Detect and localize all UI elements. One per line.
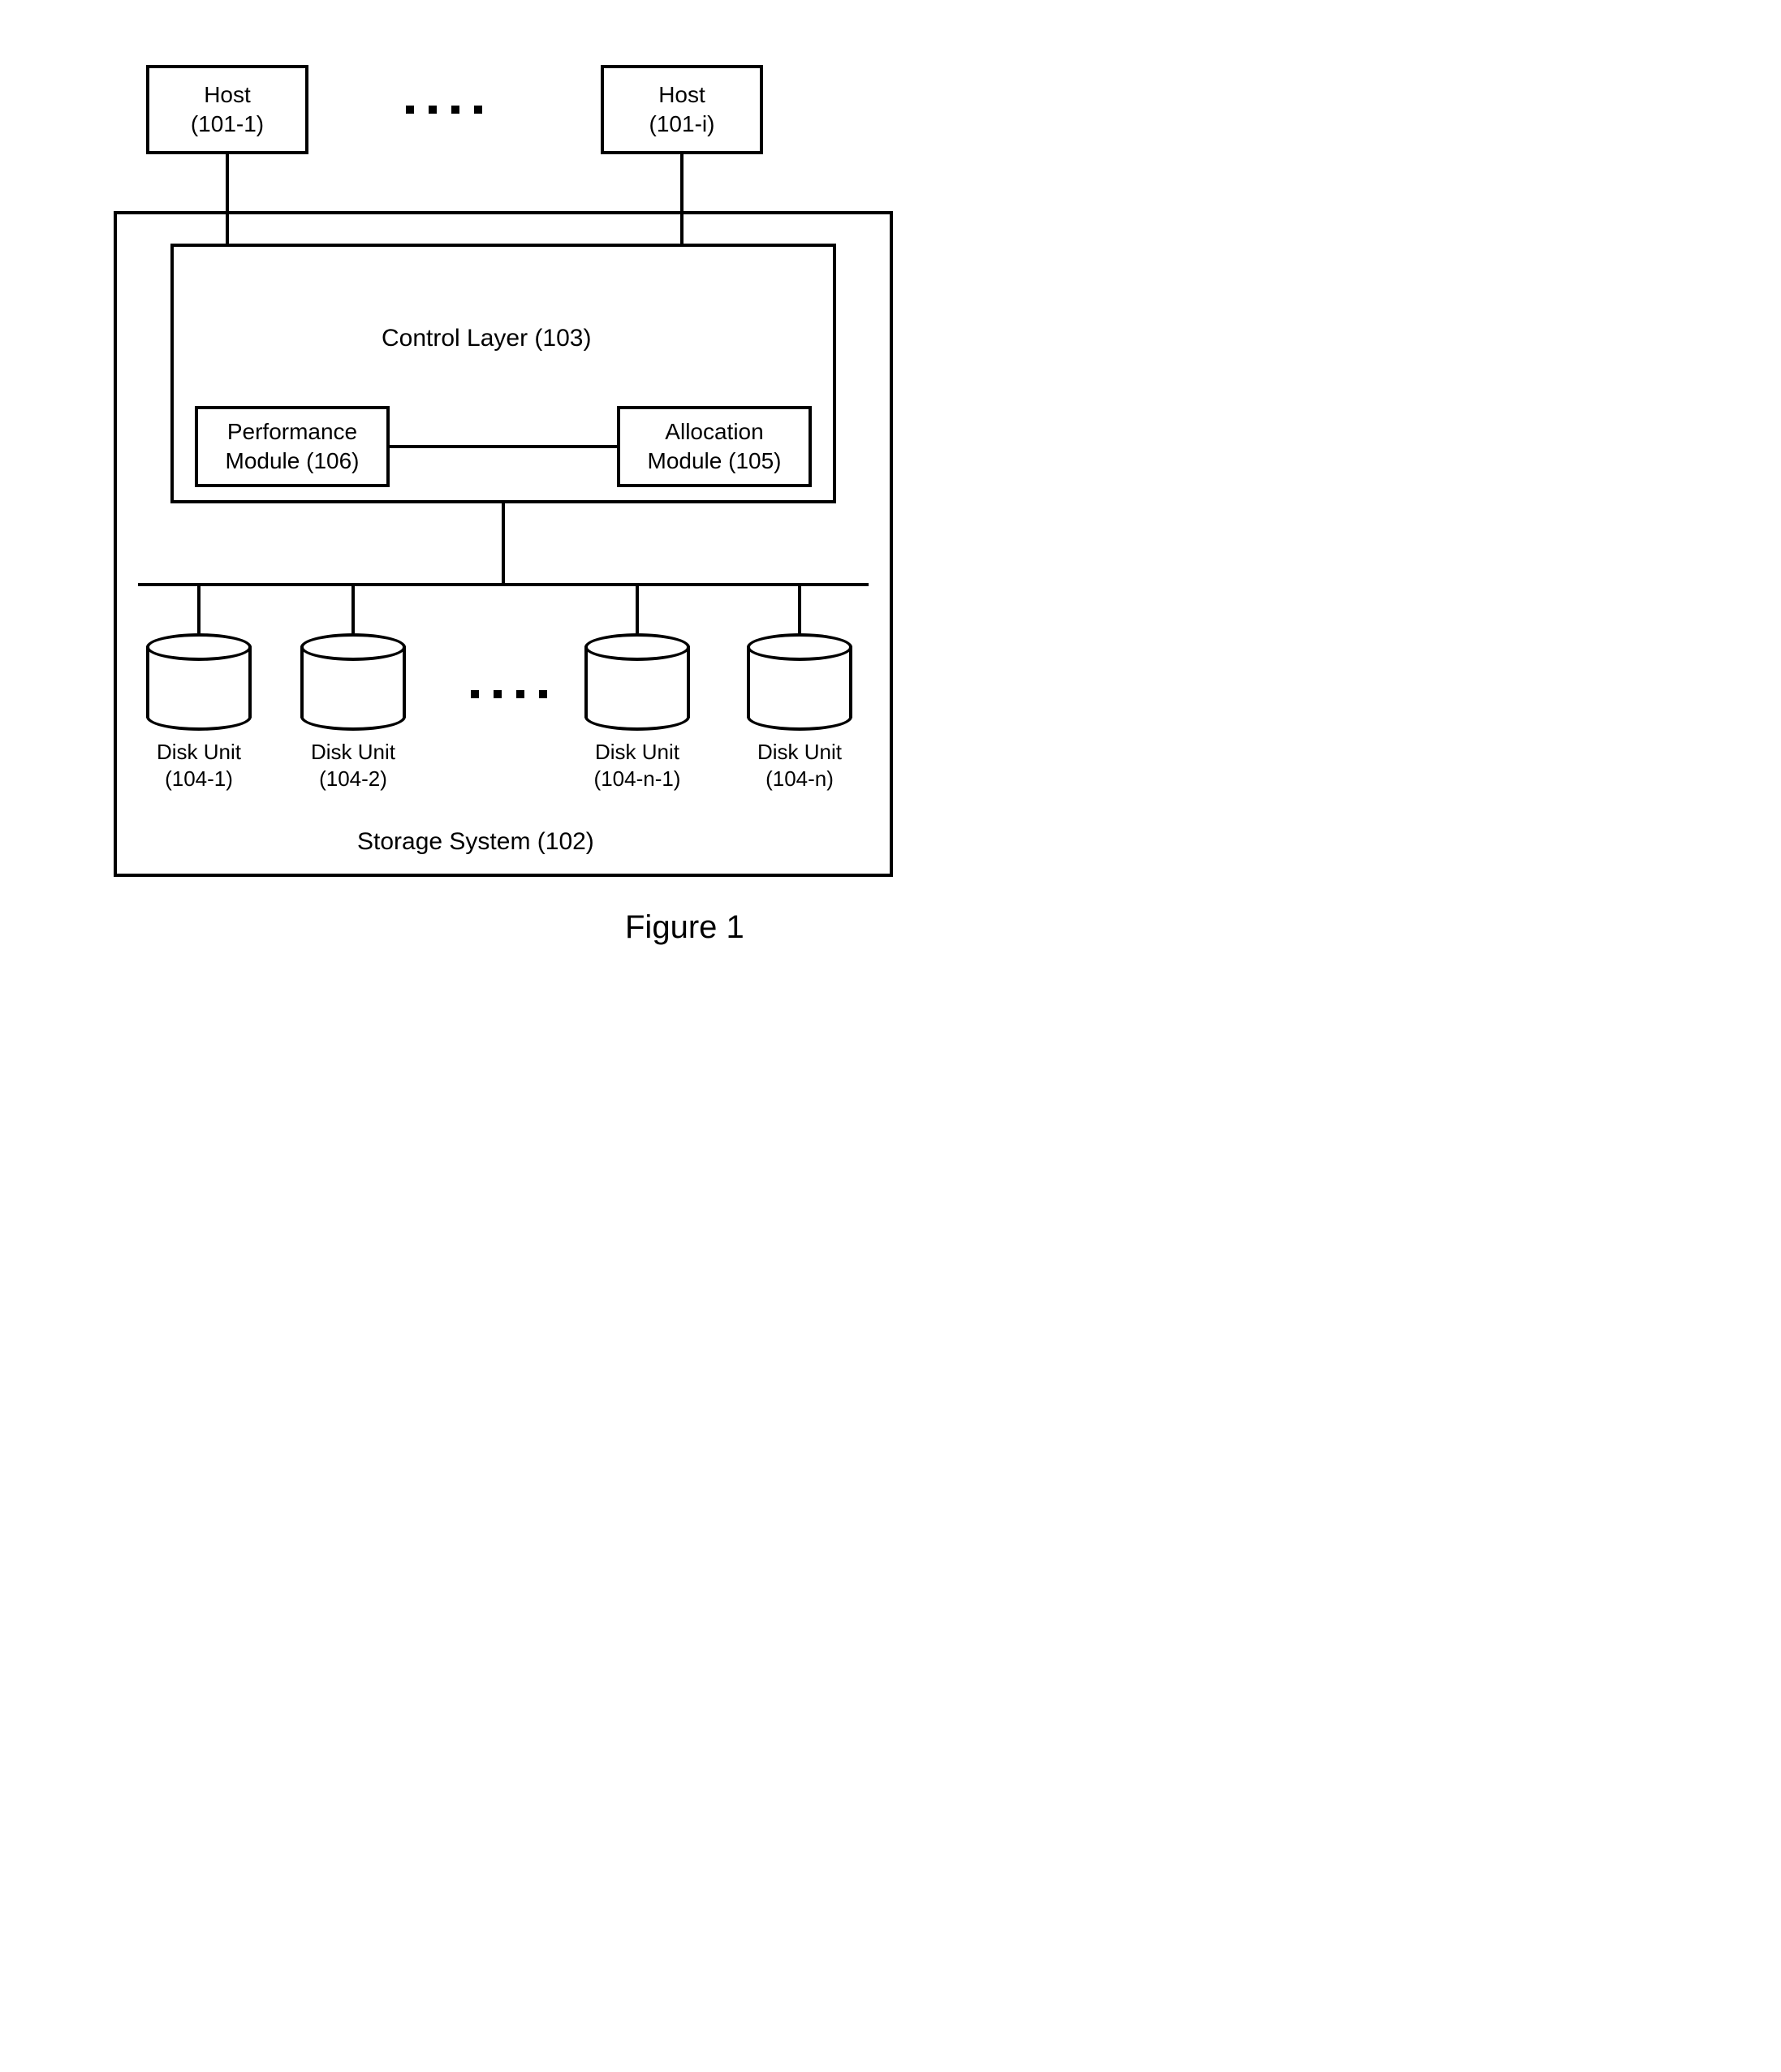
host-i-label-line1: Host <box>658 80 705 110</box>
performance-module-label-line1: Performance <box>227 417 357 447</box>
control-layer-label: Control Layer (103) <box>382 325 591 352</box>
disks-ellipsis <box>471 690 547 698</box>
disk-2: Disk Unit (104-2) <box>300 633 406 788</box>
disk-n: Disk Unit (104-n) <box>747 633 852 788</box>
hosts-ellipsis <box>406 106 482 114</box>
performance-module-label-line2: Module (106) <box>226 447 360 476</box>
disk-n-1-label-line2: (104-n-1) <box>576 766 698 792</box>
disk-1: Disk Unit (104-1) <box>146 633 252 788</box>
host-1-label-line1: Host <box>204 80 251 110</box>
performance-module-box: Performance Module (106) <box>195 406 390 487</box>
disk-2-label-line2: (104-2) <box>292 766 414 792</box>
disk-n-label-line1: Disk Unit <box>739 739 860 766</box>
disk-n-1: Disk Unit (104-n-1) <box>584 633 690 788</box>
disk-2-label-line1: Disk Unit <box>292 739 414 766</box>
disk-1-label-line1: Disk Unit <box>138 739 260 766</box>
disk-n-label-line2: (104-n) <box>739 766 860 792</box>
disk-n-1-label-line1: Disk Unit <box>576 739 698 766</box>
host-1-label-line2: (101-1) <box>191 110 264 139</box>
allocation-module-box: Allocation Module (105) <box>617 406 812 487</box>
host-i-box: Host (101-i) <box>601 65 763 154</box>
disk-1-label-line2: (104-1) <box>138 766 260 792</box>
host-1-box: Host (101-1) <box>146 65 308 154</box>
allocation-module-label-line1: Allocation <box>665 417 763 447</box>
figure-caption: Figure 1 <box>625 909 744 946</box>
diagram-stage: Host (101-1) Host (101-i) Storage System… <box>114 65 925 942</box>
host-i-label-line2: (101-i) <box>649 110 715 139</box>
storage-system-label: Storage System (102) <box>357 828 594 856</box>
allocation-module-label-line2: Module (105) <box>648 447 782 476</box>
